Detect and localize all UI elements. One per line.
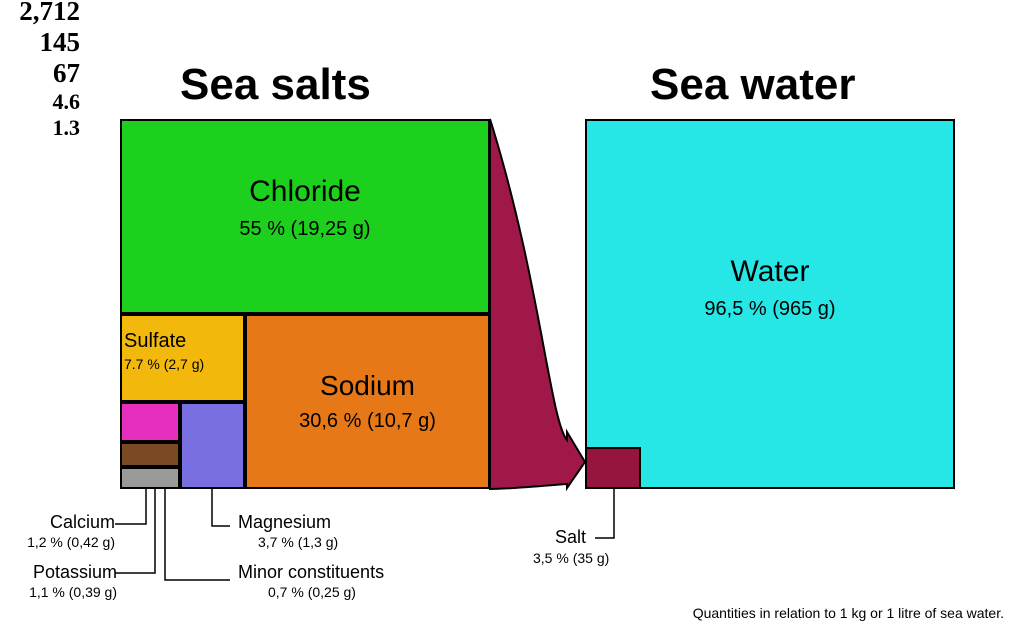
callout-calcium-val: 1,2 % (0,42 g) — [10, 534, 115, 550]
minor-box — [120, 467, 180, 489]
sodium-value: 30,6 % (10,7 g) — [245, 410, 490, 433]
magnesium-box — [180, 402, 245, 489]
callout-magnesium-val: 3,7 % (1,3 g) — [258, 534, 338, 550]
callout-minor-val: 0,7 % (0,25 g) — [268, 584, 356, 600]
callout-salt-val: 3,5 % (35 g) — [533, 550, 609, 566]
chloride-box — [120, 119, 490, 314]
footnote: Quantities in relation to 1 kg or 1 litr… — [693, 605, 1004, 621]
callout-potassium-val: 1,1 % (0,39 g) — [10, 584, 117, 600]
salt-box — [585, 447, 641, 489]
potassium-box — [120, 442, 180, 467]
stray-num: 2,712 — [0, 0, 80, 27]
stray-num: 145 — [0, 27, 80, 58]
callout-minor-name: Minor constituents — [238, 562, 384, 583]
connector-arrow — [490, 119, 585, 489]
title-sea-water: Sea water — [650, 60, 855, 110]
stray-num: 1.3 — [0, 115, 80, 141]
water-label: Water — [585, 255, 955, 289]
callout-potassium-name: Potassium — [17, 562, 117, 583]
callout-calcium-name: Calcium — [40, 512, 115, 533]
sulfate-value: 7.7 % (2,7 g) — [124, 356, 244, 372]
calcium-box — [120, 402, 180, 442]
chloride-label: Chloride — [120, 175, 490, 209]
callout-magnesium-name: Magnesium — [238, 512, 331, 533]
callout-salt-name: Salt — [555, 527, 586, 548]
title-sea-salts: Sea salts — [180, 60, 371, 110]
sodium-label: Sodium — [245, 370, 490, 402]
sulfate-label: Sulfate — [124, 330, 244, 353]
chloride-value: 55 % (19,25 g) — [120, 218, 490, 241]
stray-num: 67 — [0, 58, 80, 89]
water-value: 96,5 % (965 g) — [585, 298, 955, 321]
stray-numbers-block: 2,712 145 67 4.6 1.3 — [0, 0, 80, 141]
stray-num: 4.6 — [0, 89, 80, 115]
